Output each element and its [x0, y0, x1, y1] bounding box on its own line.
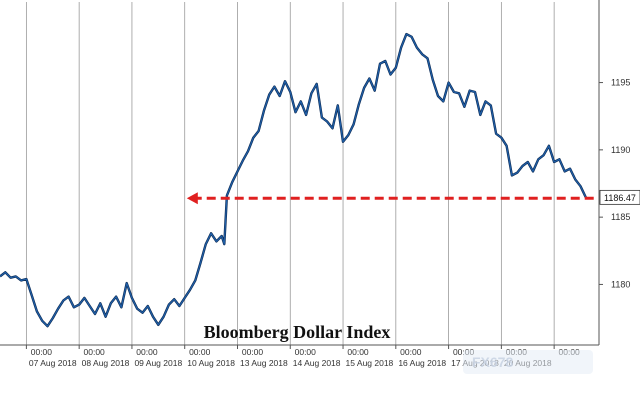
x-date-label-6: 15 Aug 2018 — [346, 358, 394, 368]
grid-lines — [25, 2, 555, 345]
watermark-logo: FX678 — [463, 350, 593, 374]
watermark-text: FX678 — [472, 354, 513, 370]
x-date-label-7: 16 Aug 2018 — [398, 358, 446, 368]
y-tick-label-2: 1190 — [611, 145, 630, 155]
x-date-label-4: 13 Aug 2018 — [240, 358, 288, 368]
x-time-label-4: 00:00 — [242, 347, 264, 357]
y-tick-label-1: 1185 — [611, 212, 630, 222]
x-date-label-3: 10 Aug 2018 — [187, 358, 235, 368]
x-date-label-0: 07 Aug 2018 — [29, 358, 77, 368]
x-time-label-7: 00:00 — [400, 347, 422, 357]
series-line-0 — [0, 33, 587, 327]
x-time-label-6: 00:00 — [347, 347, 369, 357]
last-value-badge: 1186.47 — [599, 189, 640, 205]
watermark-box — [463, 350, 593, 374]
series-lines — [0, 32, 587, 328]
x-date-label-5: 14 Aug 2018 — [293, 358, 341, 368]
last-value-label: 1186.47 — [604, 193, 636, 203]
annotation-arrow — [186, 192, 594, 205]
y-tick-label-0: 1180 — [611, 279, 630, 289]
y-axis: 1180 1185 1190 1195 — [598, 0, 630, 345]
x-time-label-0: 00:00 — [31, 347, 53, 357]
y-tick-label-3: 1195 — [611, 78, 630, 88]
x-time-label-2: 00:00 — [136, 347, 158, 357]
annotation-arrowhead — [186, 192, 198, 205]
x-time-label-1: 00:00 — [84, 347, 106, 357]
x-time-label-5: 00:00 — [295, 347, 317, 357]
chart-title: Bloomberg Dollar Index — [204, 322, 391, 342]
x-date-label-2: 09 Aug 2018 — [134, 358, 182, 368]
x-time-label-3: 00:00 — [189, 347, 211, 357]
series-line-shadow-0 — [0, 32, 587, 328]
last-value-box — [599, 189, 640, 205]
x-date-label-1: 08 Aug 2018 — [82, 358, 130, 368]
